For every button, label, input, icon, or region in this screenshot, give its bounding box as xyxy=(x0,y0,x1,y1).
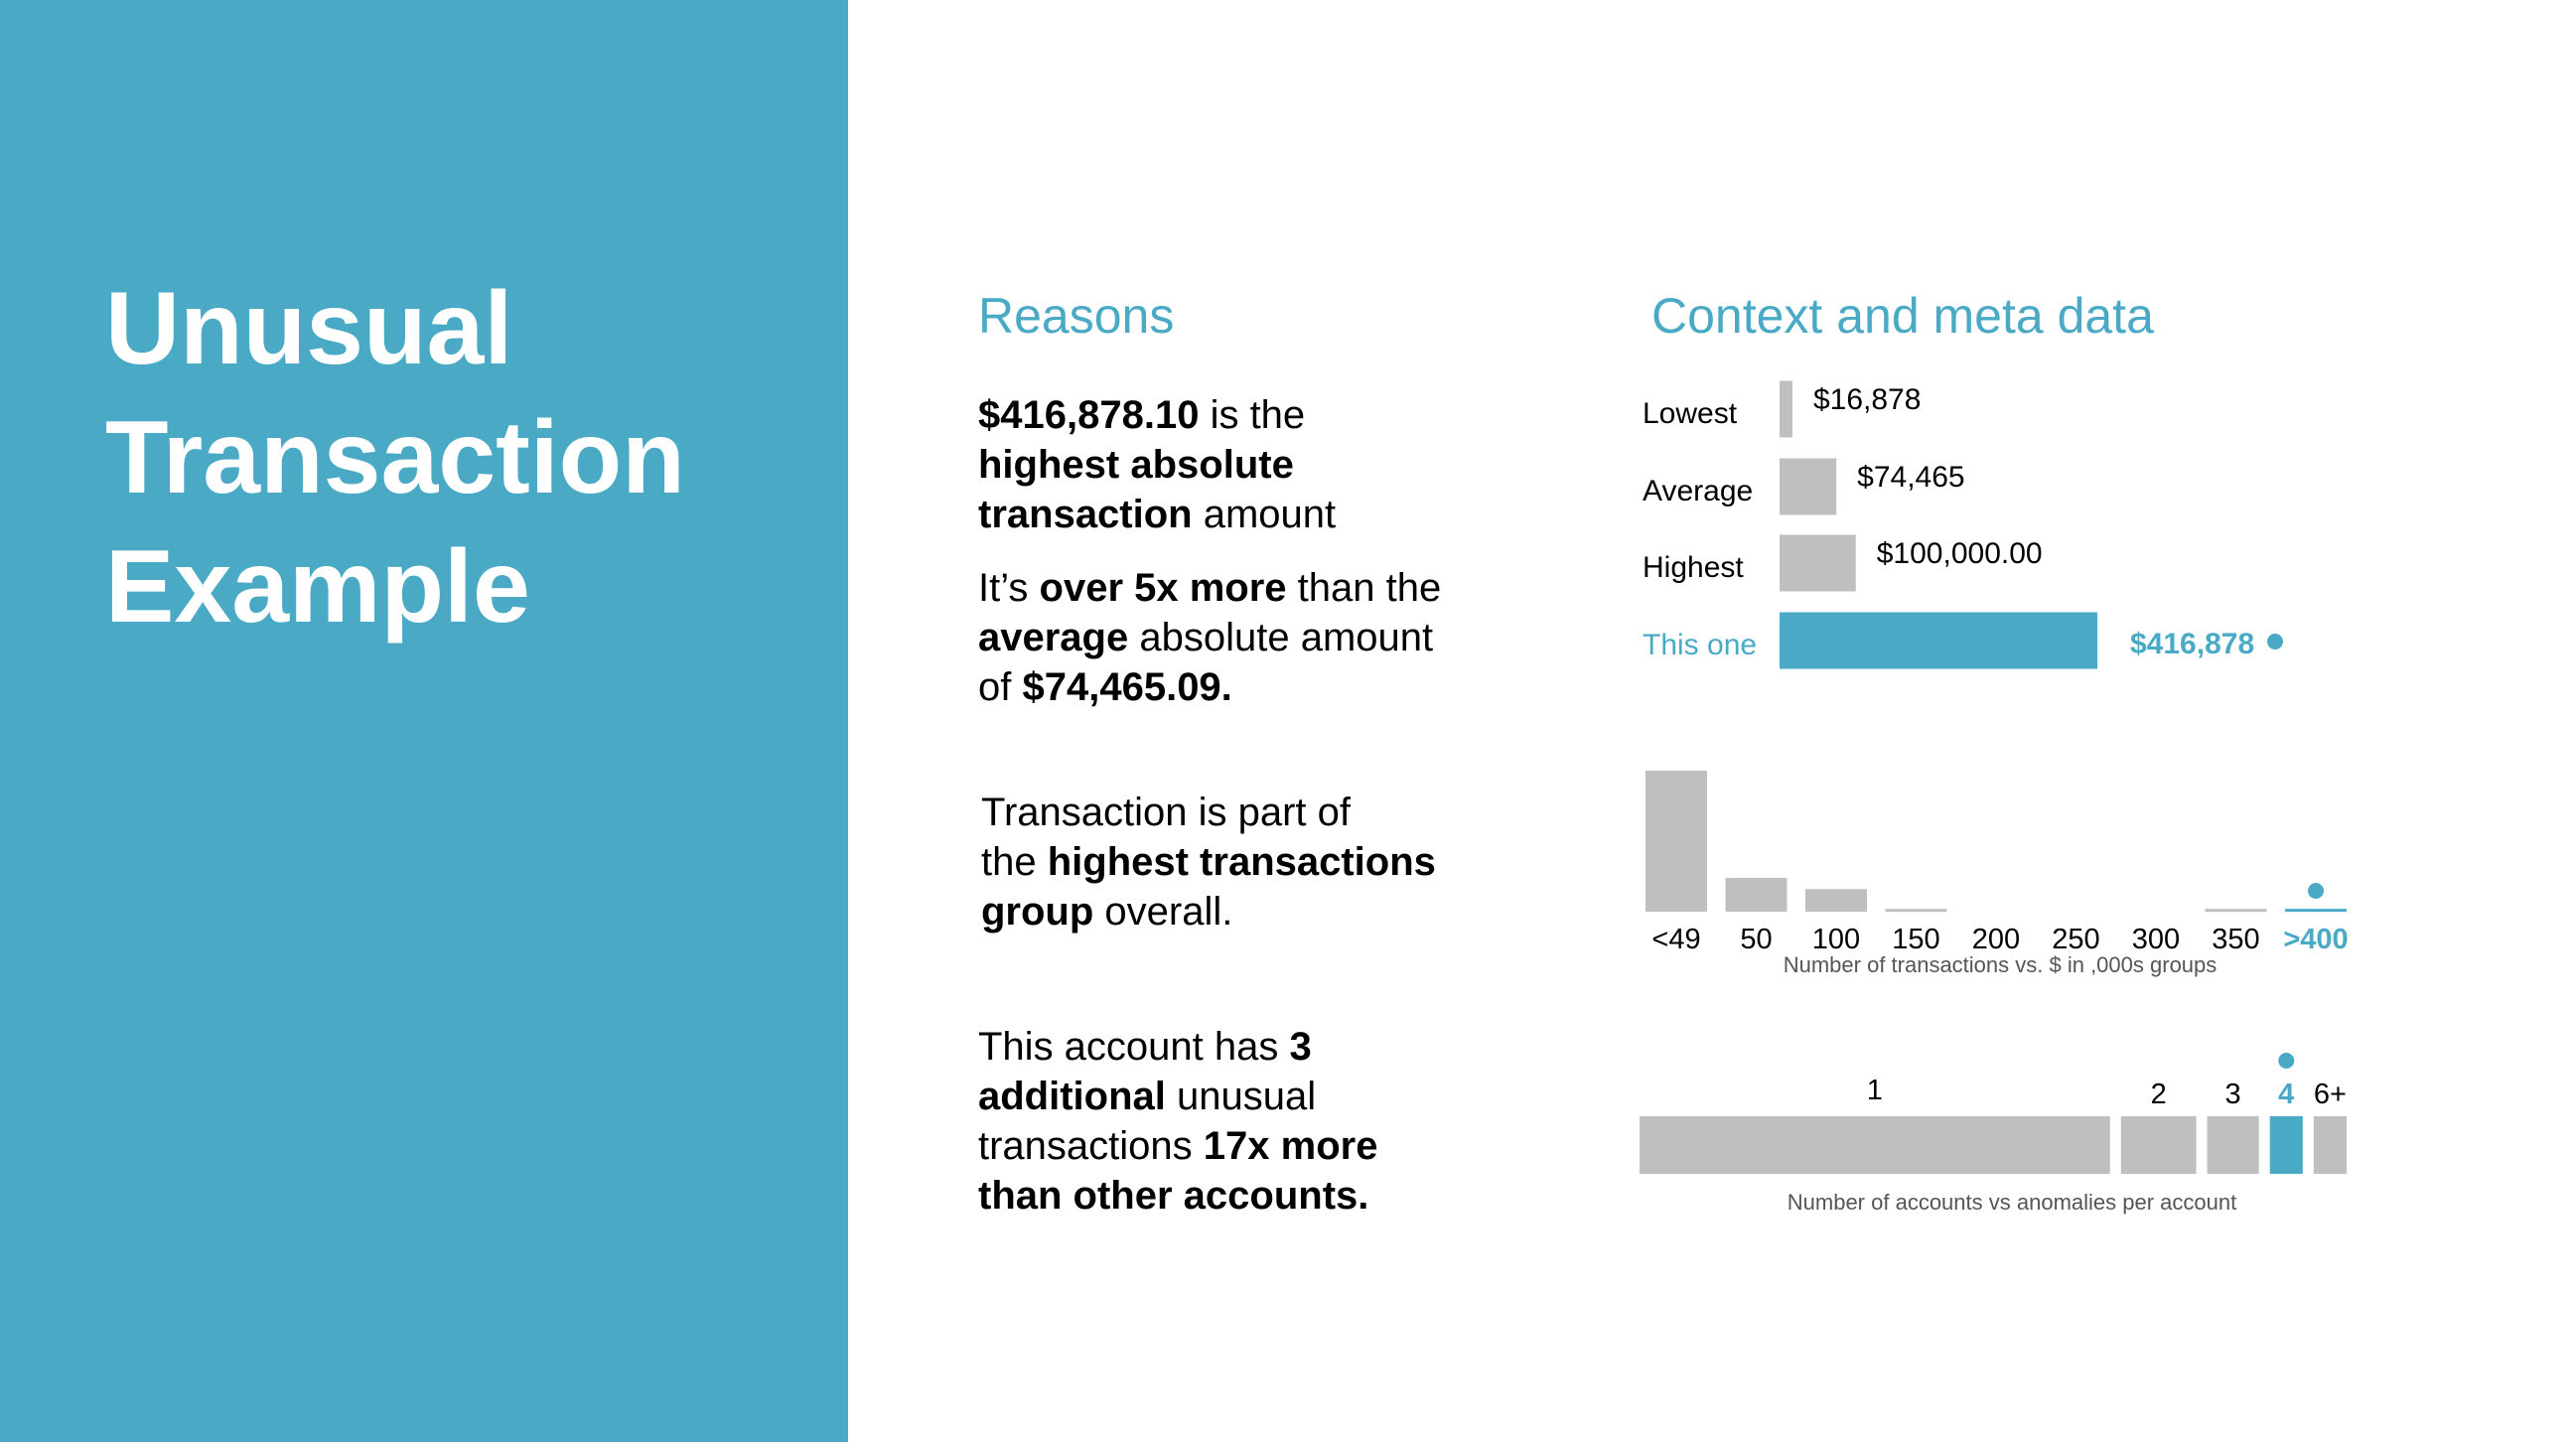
account-bar xyxy=(2120,1116,2197,1174)
reason-text: Transaction is part of xyxy=(981,791,1352,834)
reason-emphasis: transaction xyxy=(978,493,1193,536)
bar xyxy=(1780,458,1837,515)
bar-value-label: $16,878 xyxy=(1813,383,1921,416)
context-heading: Context and meta data xyxy=(1651,288,2154,344)
reason-text: is the xyxy=(1199,393,1306,437)
reason-line: Transaction is part of xyxy=(981,788,1436,837)
account-bar xyxy=(2269,1116,2303,1174)
histogram-axis-label: Number of transactions vs. $ in ,000s gr… xyxy=(1784,952,2218,977)
reason-line: than other accounts. xyxy=(978,1171,1377,1221)
reason-text: amount xyxy=(1192,493,1337,536)
histogram-tick-label: >400 xyxy=(2283,924,2348,955)
histogram-tick-label: 150 xyxy=(1892,924,1939,955)
bar xyxy=(1780,534,1856,592)
title-panel: Unusual Transaction Example xyxy=(0,0,848,1442)
reasons-heading: Reasons xyxy=(978,288,1175,344)
reason-line: $416,878.10 is the xyxy=(978,390,1336,440)
reason-emphasis: average xyxy=(978,616,1129,659)
reason-paragraph: Transaction is part of the highest transa… xyxy=(981,788,1436,937)
reason-emphasis: $416,878.10 xyxy=(978,393,1200,437)
reason-emphasis: $74,465.09. xyxy=(1022,665,1232,709)
histogram-tick-label: 250 xyxy=(2052,924,2099,955)
histogram-bar xyxy=(1646,771,1707,912)
histogram-tick-label: 100 xyxy=(1812,924,1860,955)
slide-title-line: Example xyxy=(105,529,530,645)
comparison-bar-chart: Lowest $16,878 Average $74,465 Highest $100,0… xyxy=(1643,380,2283,669)
reason-text: This account has xyxy=(978,1025,1290,1069)
reason-text: overall. xyxy=(1093,890,1233,934)
slide-title: Unusual Transaction Example xyxy=(105,264,820,651)
histogram-bar xyxy=(2205,909,2267,913)
reason-text: It’s xyxy=(978,566,1040,610)
account-bar-label: 6+ xyxy=(2314,1079,2347,1110)
slide-title-line: Unusual xyxy=(105,271,513,386)
accounts-axis-label: Number of accounts vs anomalies per acco… xyxy=(1788,1190,2236,1215)
histogram-tick-label: 350 xyxy=(2212,924,2259,955)
transaction-group-histogram: <49 50 100 150 200 250 300 350 >400 Number of tra… xyxy=(1646,771,2349,977)
reason-line: transaction amount xyxy=(978,490,1336,539)
histogram-bar xyxy=(1885,909,1947,913)
reason-paragraph: It’s over 5x more than the average absolu… xyxy=(978,563,1441,712)
bar xyxy=(1780,380,1792,438)
reason-text: of xyxy=(978,665,1023,709)
reason-line: It’s over 5x more than the xyxy=(978,563,1441,613)
bar-category-label: Average xyxy=(1643,475,1753,507)
reason-line: additional unusual xyxy=(978,1072,1377,1121)
account-bar xyxy=(1640,1116,2110,1174)
account-bar-label: 4 xyxy=(2278,1079,2294,1110)
reason-text: than the xyxy=(1286,566,1442,610)
histogram-bar xyxy=(2285,909,2347,913)
reason-text: absolute amount xyxy=(1128,616,1434,659)
reason-emphasis: 3 xyxy=(1289,1025,1312,1069)
highlight-marker xyxy=(2308,883,2324,899)
highlight-marker xyxy=(2278,1053,2295,1069)
reason-emphasis: highest absolute xyxy=(978,443,1294,487)
account-bar xyxy=(2207,1116,2259,1174)
account-bar xyxy=(2313,1116,2347,1174)
bar-value-label: $100,000.00 xyxy=(1877,537,2043,570)
reason-text: the xyxy=(981,840,1048,884)
reason-line: transactions 17x more xyxy=(978,1121,1377,1171)
histogram-tick-label: 300 xyxy=(2132,924,2180,955)
histogram-tick-label: 50 xyxy=(1740,924,1772,955)
histogram-bar xyxy=(1805,889,1867,912)
reason-emphasis: than other accounts. xyxy=(978,1174,1369,1218)
reason-line: of $74,465.09. xyxy=(978,662,1441,712)
reason-paragraph: $416,878.10 is the highest absolute transa… xyxy=(978,390,1336,539)
bar-value-label: $74,465 xyxy=(1857,461,1964,494)
reason-emphasis: 17x more xyxy=(1203,1124,1378,1168)
bar-category-label: Highest xyxy=(1643,551,1744,584)
slide-title-line: Transaction xyxy=(105,400,685,515)
account-bar-label: 1 xyxy=(1867,1075,1883,1106)
reason-paragraph: This account has 3 additional unusual tran… xyxy=(978,1022,1377,1221)
reason-emphasis: additional xyxy=(978,1075,1166,1118)
bar-value-label: $416,878 xyxy=(2130,628,2254,660)
account-bar-label: 3 xyxy=(2225,1079,2241,1110)
reason-text: unusual xyxy=(1165,1075,1317,1118)
reason-line: group overall. xyxy=(981,887,1436,937)
reason-emphasis: over 5x more xyxy=(1039,566,1287,610)
bar-category-label: Lowest xyxy=(1643,397,1738,430)
reason-emphasis: group xyxy=(981,890,1094,934)
reason-line: highest absolute xyxy=(978,440,1336,490)
bar xyxy=(1780,612,2097,669)
reason-text: transactions xyxy=(978,1124,1204,1168)
reason-line: This account has 3 xyxy=(978,1022,1377,1072)
histogram-tick-label: 200 xyxy=(1972,924,2020,955)
anomalies-per-account-chart: 1 2 3 4 6+ Number of accounts vs anomalies pe… xyxy=(1640,1053,2347,1215)
bar-category-label: This one xyxy=(1643,629,1757,661)
reason-emphasis: highest transactions xyxy=(1047,840,1436,884)
histogram-tick-label: <49 xyxy=(1651,924,1700,955)
histogram-bar xyxy=(1725,877,1788,912)
highlight-marker xyxy=(2267,634,2283,649)
reason-line: average absolute amount xyxy=(978,613,1441,662)
reason-line: the highest transactions xyxy=(981,837,1436,887)
account-bar-label: 2 xyxy=(2151,1079,2167,1110)
